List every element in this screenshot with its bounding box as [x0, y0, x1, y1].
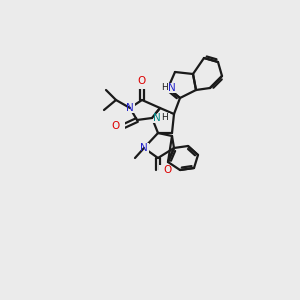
Bar: [139, 143, 149, 153]
Bar: [159, 165, 169, 175]
Bar: [158, 83, 178, 93]
Bar: [150, 113, 170, 123]
Text: N: N: [140, 143, 148, 153]
Bar: [125, 103, 135, 113]
Bar: [137, 79, 147, 89]
Text: N: N: [153, 113, 161, 123]
Text: N: N: [168, 83, 176, 93]
Text: O: O: [112, 121, 120, 131]
Text: N: N: [126, 103, 134, 113]
Text: H: H: [162, 113, 168, 122]
Text: O: O: [138, 76, 146, 86]
Bar: [113, 121, 125, 131]
Text: O: O: [163, 165, 171, 175]
Text: H: H: [160, 83, 167, 92]
